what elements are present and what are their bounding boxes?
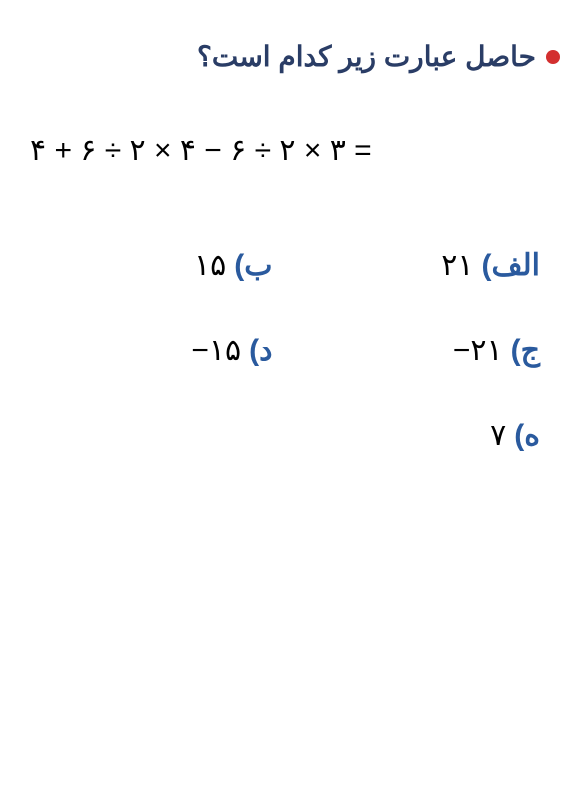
question-text: حاصل عبارت زیر کدام است؟ xyxy=(197,40,536,73)
option-a: الف) ۲۱ xyxy=(313,248,541,283)
option-c-value: −۲۱ xyxy=(453,333,503,368)
question-header: حاصل عبارت زیر کدام است؟ xyxy=(25,40,560,73)
option-d-value: −۱۵ xyxy=(191,333,241,368)
option-a-label: الف) xyxy=(481,248,540,283)
options-grid: الف) ۲۱ ب) ۱۵ ج) −۲۱ د) −۱۵ ه) ۷ xyxy=(25,248,560,453)
option-c: ج) −۲۱ xyxy=(313,333,541,368)
option-d: د) −۱۵ xyxy=(45,333,273,368)
bullet-icon xyxy=(546,50,560,64)
option-c-label: ج) xyxy=(511,333,540,368)
option-e-label: ه) xyxy=(514,418,540,453)
option-b-value: ۱۵ xyxy=(194,248,226,283)
option-a-value: ۲۱ xyxy=(441,248,473,283)
option-e-value: ۷ xyxy=(490,418,506,453)
math-expression: ۴ + ۶ ÷ ۲ × ۴ − ۶ ÷ ۲ × ۳ = xyxy=(25,133,560,168)
option-d-label: د) xyxy=(249,333,272,368)
option-b-label: ب) xyxy=(234,248,272,283)
option-b: ب) ۱۵ xyxy=(45,248,273,283)
option-e: ه) ۷ xyxy=(313,418,541,453)
